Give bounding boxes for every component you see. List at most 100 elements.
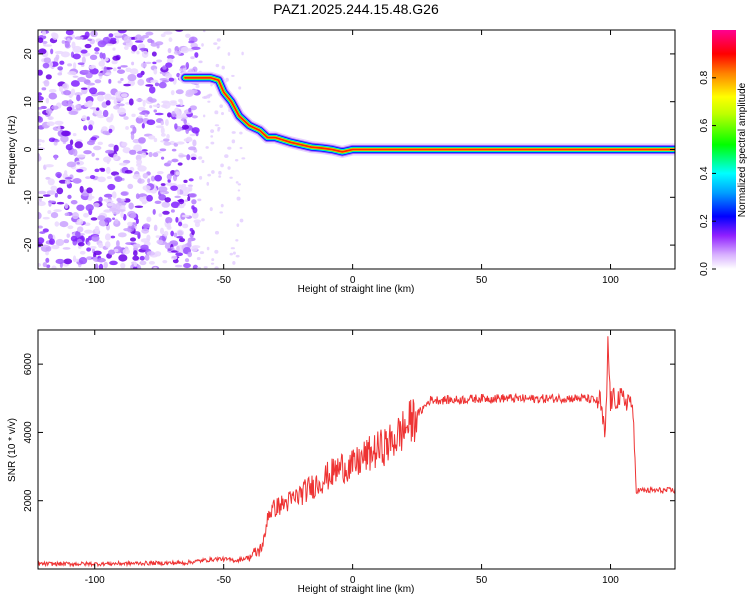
spectrogram-noise-cell xyxy=(230,247,235,250)
spectrogram-noise-cell xyxy=(72,255,77,263)
spectrogram-noise-cell xyxy=(234,158,239,162)
spectrogram-noise-cell xyxy=(134,205,144,209)
spectrogram-noise-cell xyxy=(163,138,170,142)
spectrogram-noise-cell xyxy=(149,105,153,109)
spectrogram-noise-cell xyxy=(217,46,221,49)
colorbar-tick-label: 0.2 xyxy=(699,214,710,228)
spectrogram-noise-cell xyxy=(53,209,62,213)
spectrogram-noise-cell xyxy=(38,143,42,146)
spectrogram-noise-cell xyxy=(231,74,235,78)
spectrogram-noise-cell xyxy=(165,216,173,224)
spectrogram-noise-cell xyxy=(87,241,91,246)
spectrogram-noise-cell xyxy=(192,264,199,269)
spectrogram-noise-cell xyxy=(112,217,116,220)
spectrogram-noise-cell xyxy=(177,162,183,166)
spectrogram-noise-cell xyxy=(170,201,180,209)
spectrogram-noise-cell xyxy=(178,154,188,158)
spectrogram-noise-cell xyxy=(74,92,83,96)
spectrogram-noise-cell xyxy=(145,31,154,36)
spectrogram-noise-cell xyxy=(79,185,84,193)
spectrogram-noise-cell xyxy=(86,140,95,146)
spectrogram-noise-cell xyxy=(211,258,215,262)
spectrogram-noise-cell xyxy=(140,244,149,251)
spectrogram-noise-cell xyxy=(51,265,57,269)
spectrogram-noise-cell xyxy=(153,137,158,143)
spectrogram-noise-cell xyxy=(154,82,160,87)
spectrogram-noise-cell xyxy=(191,205,195,210)
spectrogram-noise-cell xyxy=(176,141,185,145)
spectrogram-noise-cell xyxy=(155,59,163,63)
spectrogram-noise-cell xyxy=(41,87,47,91)
spectrogram-noise-cell xyxy=(94,263,99,269)
spectrogram-noise-cell xyxy=(38,190,47,195)
spectrogram-noise-cell xyxy=(45,250,49,256)
spectrogram-y-axis: -20 -10 0 10 20 xyxy=(23,48,675,252)
spectrogram-noise-cell xyxy=(137,78,145,86)
spectrogram-noise-cell xyxy=(102,52,106,60)
colorbar-tick-label: 0.8 xyxy=(699,70,710,84)
spectrogram-noise-cell xyxy=(191,211,199,219)
spectrogram-noise-cell xyxy=(117,30,127,34)
spectrogram-noise-cell xyxy=(38,107,43,110)
spectrogram-noise-cell xyxy=(201,159,205,164)
spectrogram-noise-cell xyxy=(67,194,72,200)
spectrogram-noise-cell xyxy=(159,227,165,235)
spectrogram-noise-cell xyxy=(174,195,181,199)
spectrogram-noise-cell xyxy=(43,44,53,47)
spectrogram-noise-cell xyxy=(38,111,41,116)
spectrogram-noise-cell xyxy=(38,237,45,244)
spectrogram-noise-cell xyxy=(156,43,160,49)
spectrogram-noise-cell xyxy=(221,111,224,116)
spectrogram-noise-cell xyxy=(47,210,52,214)
spectrogram-noise-cell xyxy=(153,68,158,75)
spectrogram-noise-cell xyxy=(136,98,143,103)
spectrogram-noise-cell xyxy=(148,86,156,94)
spectrogram-noise-cell xyxy=(54,120,64,126)
spectrogram-noise-cell xyxy=(76,218,84,226)
spectrogram-noise-cell xyxy=(54,139,60,143)
spectrogram-noise-cell xyxy=(178,98,183,103)
spectrogram-noise-cell xyxy=(185,128,189,134)
colorbar-tick-label: 0.6 xyxy=(699,118,710,132)
spectrogram-noise-cell xyxy=(75,104,80,109)
spectrogram-noise-cell xyxy=(118,254,128,262)
spectrogram-noise-cell xyxy=(114,176,123,182)
spectrogram-noise-cell xyxy=(64,203,69,209)
spectrogram-noise-cell xyxy=(237,183,241,186)
colorbar: 0.0 0.2 0.4 0.6 0.8 Normalized spectral ampl… xyxy=(699,30,748,276)
spectrogram-noise-cell xyxy=(50,211,59,219)
spectrogram-noise-cell xyxy=(139,255,145,261)
spectrogram-noise-cell xyxy=(153,266,158,269)
spectrogram-noise-cell xyxy=(61,130,71,137)
spectrogram-noise-cell xyxy=(42,40,48,44)
spectrogram-noise-cell xyxy=(111,59,118,65)
spectrogram-noise-cell xyxy=(102,156,112,163)
spectrogram-noise-cell xyxy=(160,156,165,160)
spectrogram-noise-cell xyxy=(183,179,188,184)
spectrogram-noise-cell xyxy=(131,61,135,66)
spectrogram-noise-cell xyxy=(87,235,93,241)
spectrogram-noise-cell xyxy=(214,110,219,115)
spectrogram-noise-cell xyxy=(113,105,120,110)
spectrogram-noise-cell xyxy=(87,38,93,42)
spectrogram-noise-cell xyxy=(64,176,73,180)
spectrogram-noise-cell xyxy=(235,181,239,184)
spectrogram-x-tick-label: -100 xyxy=(85,275,105,286)
snr-panel: -100 -50 0 50 100 2000 4000 6000 Height of str… xyxy=(7,329,676,595)
spectrogram-noise-cell xyxy=(225,77,229,82)
spectrogram-noise-cell xyxy=(154,112,164,116)
spectrogram-noise-cell xyxy=(139,47,149,51)
spectrogram-noise-cell xyxy=(84,31,90,38)
spectrogram-noise-cell xyxy=(160,33,166,38)
spectrogram-noise-cell xyxy=(84,229,93,234)
spectrogram-noise-cell xyxy=(203,266,208,269)
spectrogram-noise-cell xyxy=(178,204,185,209)
spectrogram-noise-cell xyxy=(70,235,78,242)
spectrogram-noise-cell xyxy=(146,234,151,241)
spectrogram-noise-cell xyxy=(201,43,204,47)
spectrogram-noise-cell xyxy=(216,38,221,42)
spectrogram-noise-cell xyxy=(120,78,124,81)
snr-y-tick-label: 6000 xyxy=(23,353,34,376)
spectrogram-noise-cell xyxy=(170,255,178,260)
spectrogram-noise-cell xyxy=(193,219,202,224)
